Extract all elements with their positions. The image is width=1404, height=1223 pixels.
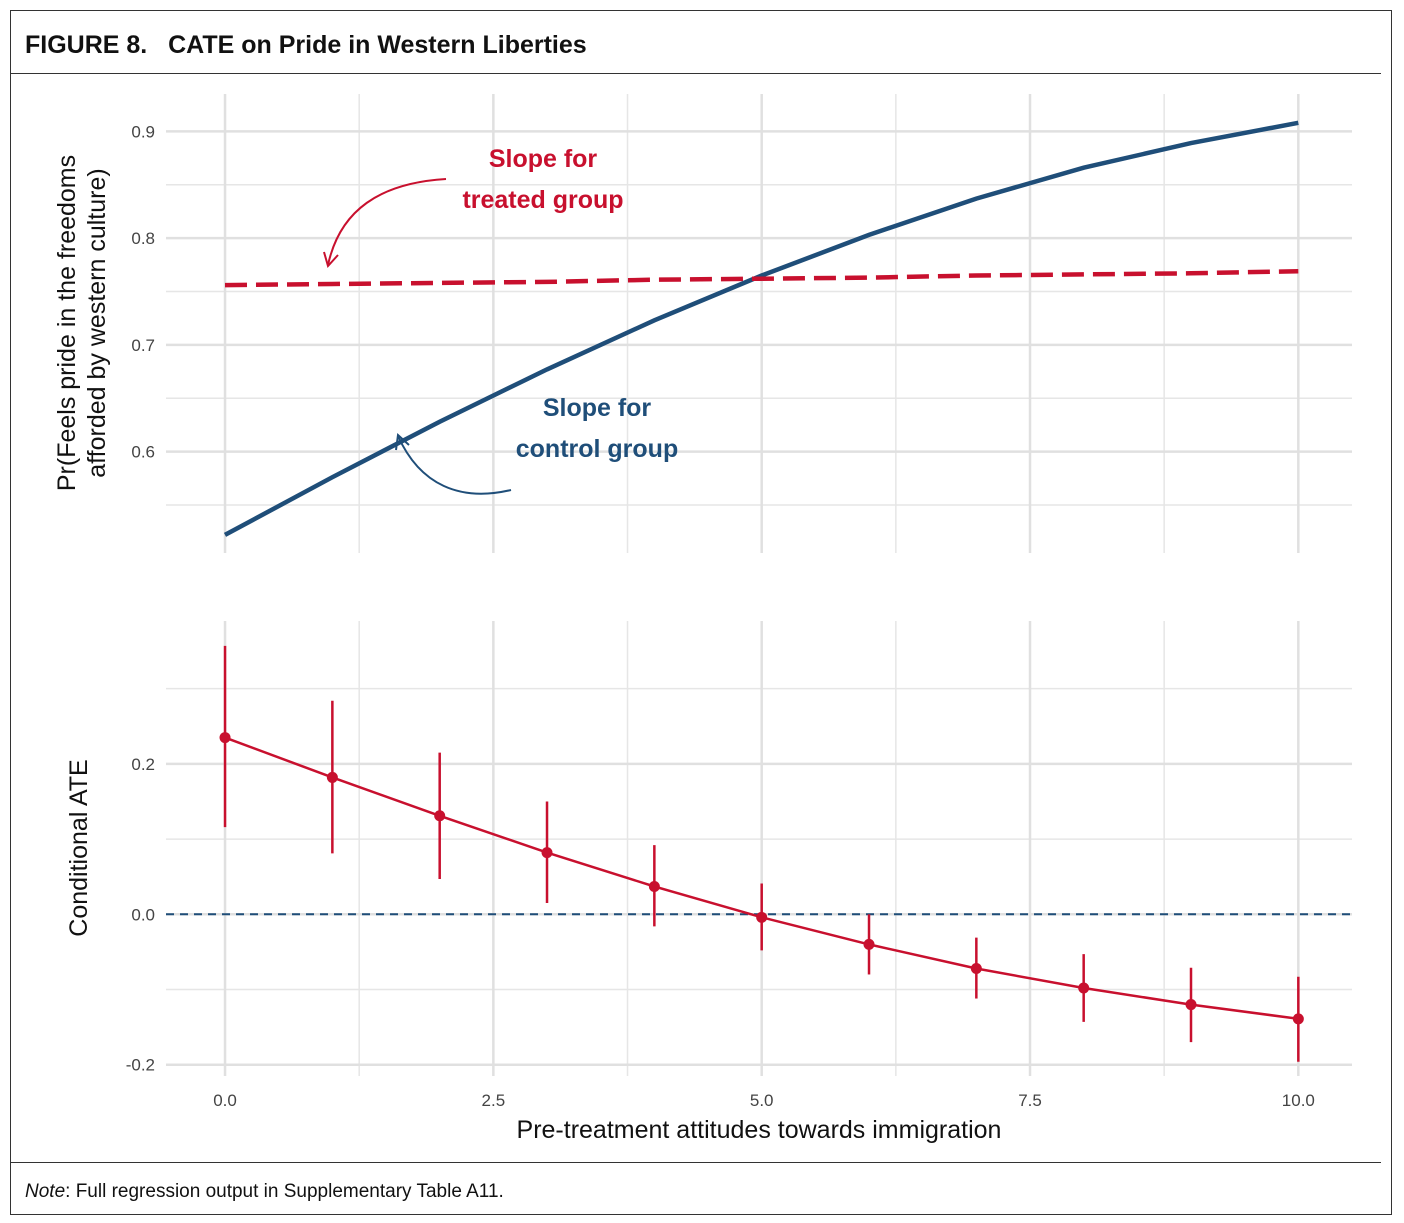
bottom-panel-grid [166, 621, 1352, 1076]
top-panel-grid [166, 94, 1352, 553]
note-rule [11, 1162, 1381, 1163]
title-rule [11, 73, 1381, 74]
x-tick-label: 2.5 [482, 1091, 506, 1110]
cate-point [1292, 1013, 1304, 1025]
figure-frame: FIGURE 8. CATE on Pride in Western Liber… [10, 10, 1392, 1215]
x-tick-label: 7.5 [1018, 1091, 1042, 1110]
bottom-ylabel: Conditional ATE [65, 759, 93, 936]
figure-label: FIGURE 8. [25, 31, 148, 59]
top-ylabel: Pr(Feels pride in the freedomsafforded b… [53, 155, 111, 491]
x-tick-label: 5.0 [750, 1091, 774, 1110]
bottom-panel-ytick-label: 0.0 [131, 905, 155, 924]
top-panel-ytick-label: 0.6 [131, 443, 155, 462]
top-panel-ytick-label: 0.8 [131, 229, 155, 248]
cate-point [863, 938, 875, 950]
x-axis-title: Pre-treatment attitudes towards immigrat… [517, 1116, 1002, 1144]
cate-point [219, 732, 231, 744]
top-ylabel-line2: afforded by western culture) [83, 168, 111, 477]
cate-point [648, 880, 660, 892]
x-tick-label: 0.0 [213, 1091, 237, 1110]
cate-point [541, 847, 553, 859]
treated-annotation-arrow [327, 178, 447, 266]
figure-title-text: CATE on Pride in Western Liberties [168, 31, 587, 59]
cate-point [434, 810, 446, 822]
cate-point [1078, 982, 1090, 994]
bottom-panel-ytick-label: 0.2 [131, 755, 155, 774]
note-prefix: Note [25, 1181, 66, 1202]
treated-annotation-line1: Slope for [489, 145, 598, 173]
top-ylabel-line1: Pr(Feels pride in the freedoms [53, 155, 81, 491]
treated-annotation-line2: treated group [462, 186, 623, 214]
control-annotation-arrow [397, 435, 512, 495]
control-annotation-arrowhead [395, 432, 410, 451]
treated-annotation-arrowhead [323, 251, 339, 269]
figure-title: FIGURE 8. CATE on Pride in Western Liber… [25, 31, 587, 60]
cate-point [756, 911, 768, 923]
x-tick-label: 10.0 [1282, 1091, 1315, 1110]
top-panel-ytick-label: 0.7 [131, 336, 155, 355]
cate-point [970, 962, 982, 974]
cate-point [1185, 999, 1197, 1011]
note-text: : Full regression output in Supplementar… [65, 1181, 504, 1202]
top-panel-ytick-label: 0.9 [131, 122, 155, 141]
control-annotation-line1: Slope for [543, 394, 652, 422]
control-annotation-line2: control group [516, 435, 678, 463]
figure-note: Note: Full regression output in Suppleme… [25, 1181, 504, 1203]
treated-group-line [224, 268, 1299, 288]
cate-point [326, 771, 338, 783]
bottom-panel-ytick-label: -0.2 [126, 1056, 155, 1075]
